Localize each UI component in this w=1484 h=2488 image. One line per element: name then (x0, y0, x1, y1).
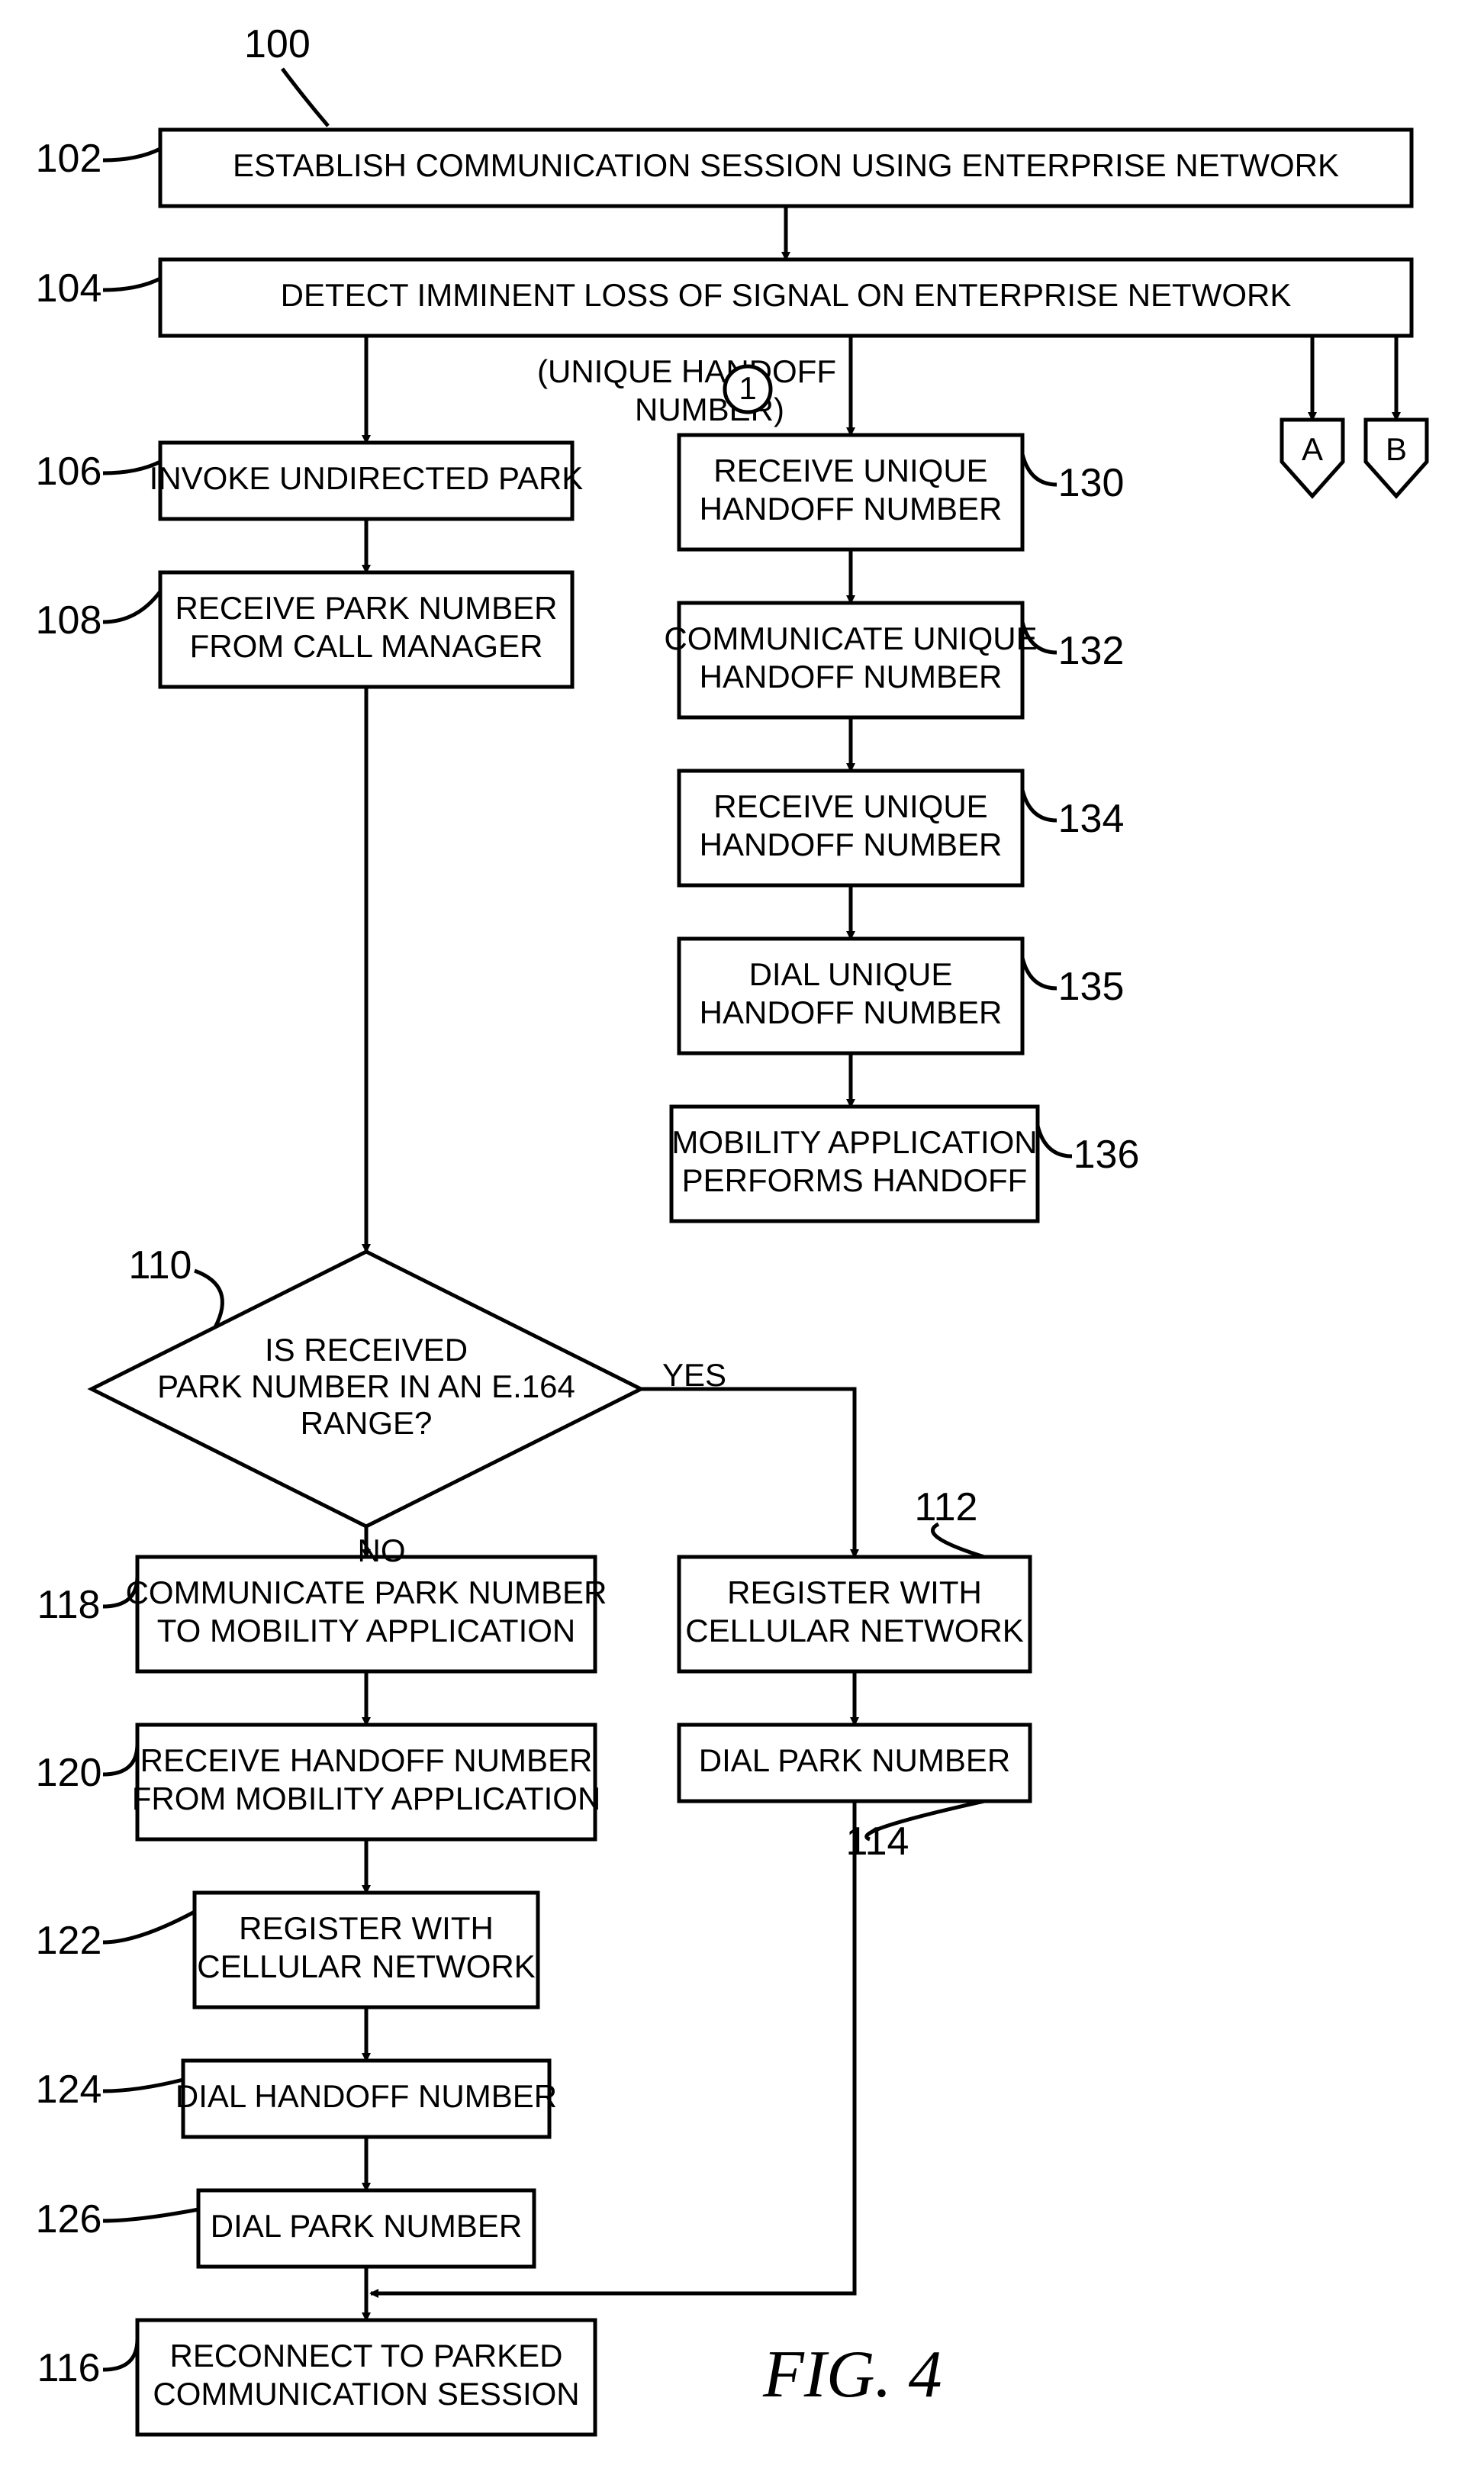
decision-110-text: PARK NUMBER IN AN E.164 (157, 1368, 575, 1404)
ref-114: 114 (846, 1819, 909, 1864)
ref-136: 136 (1074, 1133, 1140, 1177)
ref-100: 100 (244, 22, 311, 66)
ref-110: 110 (129, 1243, 192, 1288)
ref-112: 112 (915, 1485, 978, 1529)
ref-104: 104 (36, 266, 102, 311)
connector-circle-1-label: 1 (739, 370, 756, 406)
node-n116-text: COMMUNICATION SESSION (153, 2376, 579, 2412)
node-n120-text: RECEIVE HANDOFF NUMBER (140, 1742, 593, 1778)
node-n116-text: RECONNECT TO PARKED (170, 2338, 563, 2374)
leader-102 (103, 149, 160, 160)
node-n126-text: DIAL PARK NUMBER (211, 2208, 522, 2244)
ref-116: 116 (37, 2346, 101, 2390)
ref-124: 124 (36, 2067, 102, 2112)
leader-122 (103, 1912, 195, 1942)
ref-106: 106 (36, 450, 102, 494)
ref-102: 102 (36, 137, 102, 181)
node-n120-text: FROM MOBILITY APPLICATION (132, 1781, 601, 1816)
flowchart-svg: 100 ESTABLISH COMMUNICATION SESSION USING… (0, 0, 1484, 2488)
leader-135 (1022, 958, 1057, 988)
decision-yes: YES (662, 1357, 726, 1393)
edge-110-112 (641, 1389, 855, 1557)
ref-108: 108 (36, 598, 102, 643)
connector-A-label: A (1302, 431, 1323, 467)
node-n118-text: TO MOBILITY APPLICATION (157, 1613, 575, 1648)
node-n118-text: COMMUNICATE PARK NUMBER (126, 1574, 607, 1610)
node-n104-text: DETECT IMMINENT LOSS OF SIGNAL ON ENTERP… (281, 277, 1292, 313)
ref-118: 118 (37, 1583, 101, 1627)
leader-126 (103, 2209, 198, 2221)
ref-120: 120 (36, 1751, 102, 1795)
node-n132-text: HANDOFF NUMBER (700, 659, 1003, 695)
node-n108-text: FROM CALL MANAGER (190, 628, 543, 664)
connector-B-label: B (1386, 431, 1407, 467)
node-n130-text: HANDOFF NUMBER (700, 491, 1003, 527)
leader-100 (282, 69, 328, 126)
ref-134: 134 (1058, 797, 1125, 841)
node-n122-text: CELLULAR NETWORK (197, 1948, 535, 1984)
node-n135-text: DIAL UNIQUE (749, 956, 953, 992)
leader-116 (103, 2339, 137, 2370)
leader-134 (1022, 790, 1057, 820)
node-n106-text: INVOKE UNDIRECTED PARK (150, 460, 584, 496)
ref-130: 130 (1058, 461, 1125, 505)
leader-110 (195, 1271, 222, 1327)
decision-110-text: IS RECEIVED (265, 1332, 468, 1368)
node-n134-text: HANDOFF NUMBER (700, 827, 1003, 862)
node-n134-text: RECEIVE UNIQUE (713, 788, 987, 824)
node-n132-text: COMMUNICATE UNIQUE (664, 620, 1037, 656)
node-n108-text: RECEIVE PARK NUMBER (175, 590, 558, 626)
figure-label: FIG. 4 (762, 2338, 942, 2412)
leader-130 (1022, 454, 1057, 485)
node-n112-text: REGISTER WITH (727, 1574, 982, 1610)
node-n122-text: REGISTER WITH (239, 1910, 494, 1946)
leader-120 (103, 1744, 137, 1774)
node-n135-text: HANDOFF NUMBER (700, 994, 1003, 1030)
ref-132: 132 (1058, 629, 1125, 673)
node-n130-text: RECEIVE UNIQUE (713, 453, 987, 488)
ref-122: 122 (36, 1919, 102, 1963)
node-n136-text: PERFORMS HANDOFF (682, 1162, 1028, 1198)
leader-108 (103, 591, 160, 622)
node-n102-text: ESTABLISH COMMUNICATION SESSION USING EN… (233, 147, 1339, 183)
node-n136-text: MOBILITY APPLICATION (671, 1124, 1037, 1160)
leader-124 (103, 2080, 183, 2091)
node-n112-text: CELLULAR NETWORK (685, 1613, 1023, 1648)
leader-136 (1038, 1126, 1072, 1156)
node-n124-text: DIAL HANDOFF NUMBER (175, 2078, 557, 2114)
ref-135: 135 (1058, 965, 1125, 1009)
node-n114-text: DIAL PARK NUMBER (699, 1742, 1010, 1778)
leader-104 (103, 279, 160, 290)
decision-no: NO (358, 1532, 406, 1568)
decision-110-text: RANGE? (301, 1405, 433, 1441)
ref-126: 126 (36, 2197, 102, 2241)
unique-handoff-label1: (UNIQUE HANDOFF (537, 353, 836, 389)
